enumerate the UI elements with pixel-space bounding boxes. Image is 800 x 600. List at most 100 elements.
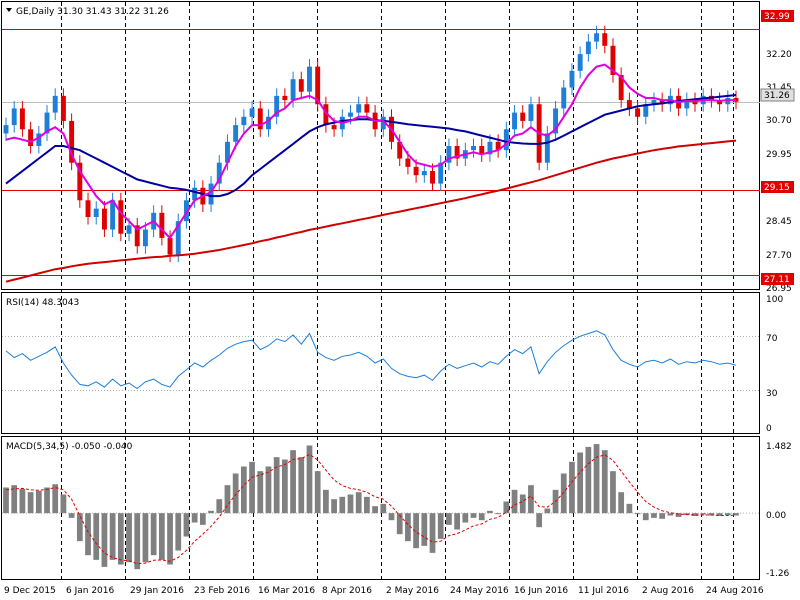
candle-body [274, 95, 280, 117]
candle-body [512, 112, 517, 130]
macd-bar [446, 513, 452, 525]
candle-body [307, 66, 312, 92]
symbol-header: GE,Daily 31.30 31.43 31.22 31.26 [6, 7, 169, 17]
date-tick: 2 May 2016 [386, 586, 439, 596]
date-gridlines [61, 2, 734, 580]
candle-body [553, 108, 559, 134]
date-tick: 23 Feb 2016 [194, 586, 250, 596]
candle-body [175, 221, 181, 255]
candle-body [44, 112, 50, 134]
candle-body [520, 112, 526, 121]
rsi-axis: 100 70 30 0 [766, 295, 783, 434]
macd-bar [52, 484, 59, 514]
candle-body [471, 146, 476, 151]
candle-body [315, 66, 321, 105]
macd-tick: 0.00 [766, 511, 786, 521]
candle-body [183, 200, 189, 222]
candle-body [85, 200, 91, 217]
date-tick: 24 Aug 2016 [706, 586, 764, 596]
macd-bar [257, 471, 264, 514]
macd-bar [478, 513, 485, 521]
macd-bar [503, 501, 510, 514]
macd-bar [273, 457, 280, 514]
price-panel-frame [1, 1, 760, 290]
candle-body [356, 104, 362, 113]
macd-bar [232, 473, 239, 514]
candle-body [479, 146, 485, 155]
dropdown-triangle-icon[interactable] [6, 8, 12, 12]
macd-bar [733, 513, 739, 516]
candle-body [348, 112, 353, 117]
candle-body [257, 108, 263, 130]
macd-bar [487, 510, 493, 514]
macd-bar [667, 513, 674, 516]
candle-body [594, 33, 600, 42]
candle-body [290, 79, 296, 101]
candle-body [421, 171, 427, 176]
rsi-panel-frame [1, 292, 760, 434]
macd-bar [437, 513, 444, 539]
candle-body [118, 200, 124, 234]
macd-tick: -1.26 [766, 569, 790, 579]
macd-axis: 1.482 0.00 -1.26 [766, 442, 792, 579]
macd-tick: 1.482 [766, 442, 792, 452]
candle-body [69, 120, 75, 163]
candle-body [651, 100, 657, 105]
candle-body [503, 129, 509, 151]
candle-body [225, 141, 230, 163]
candle-body [216, 162, 222, 184]
macd-bar [593, 444, 600, 514]
candle-body [635, 108, 641, 117]
candle-body [585, 41, 591, 55]
bottom-tag: 27.11 [761, 273, 794, 285]
macd-bar [249, 461, 255, 514]
macd-signal-line [5, 453, 737, 565]
macd-label: MACD(5,34,5) -0.050 -0.040 [6, 442, 133, 452]
macd-bar [109, 513, 116, 560]
macd-bar [167, 513, 173, 565]
macd-bar [117, 513, 124, 565]
macd-bar [708, 513, 715, 516]
candle-body [380, 116, 386, 130]
candle-body [208, 183, 214, 205]
resistance-tag-text: 32.99 [764, 12, 790, 22]
rsi-tick: 30 [766, 389, 778, 399]
candle-body [52, 95, 58, 113]
rsi-tick: 100 [766, 295, 783, 305]
candle-body [323, 104, 329, 126]
macd-bar [27, 492, 34, 514]
macd-bar [44, 487, 50, 514]
macd-bar [298, 457, 305, 514]
support-tag: 29.15 [761, 181, 794, 193]
candle-body [561, 87, 567, 109]
macd-bar [11, 485, 18, 514]
candle-body [528, 104, 534, 121]
macd-bar [134, 513, 141, 570]
date-tick: 16 Jun 2016 [514, 586, 568, 596]
candle-body [364, 104, 370, 113]
candle-body [487, 141, 493, 155]
macd-bar [724, 513, 731, 516]
candle-body [241, 116, 247, 126]
price-tick: 28.45 [766, 217, 792, 227]
rsi-label: RSI(14) 48.3043 [6, 298, 79, 308]
price-tick: 26.95 [766, 284, 792, 294]
date-tick: 16 Mar 2016 [258, 586, 315, 596]
candle-body [544, 133, 550, 163]
macd-bar [700, 513, 707, 515]
candle-body [19, 108, 25, 130]
candle-body [495, 141, 501, 151]
macd-bar [651, 513, 657, 518]
candle-body [446, 146, 452, 163]
rsi-line [5, 330, 737, 390]
candle-body [266, 116, 271, 130]
macd-bar [421, 513, 428, 546]
macd-bar [462, 513, 469, 523]
candle-body [413, 166, 419, 176]
candle-body [233, 125, 239, 142]
candle-body [405, 158, 411, 167]
price-tick: 29.95 [766, 150, 792, 160]
macd-bar [347, 494, 354, 514]
